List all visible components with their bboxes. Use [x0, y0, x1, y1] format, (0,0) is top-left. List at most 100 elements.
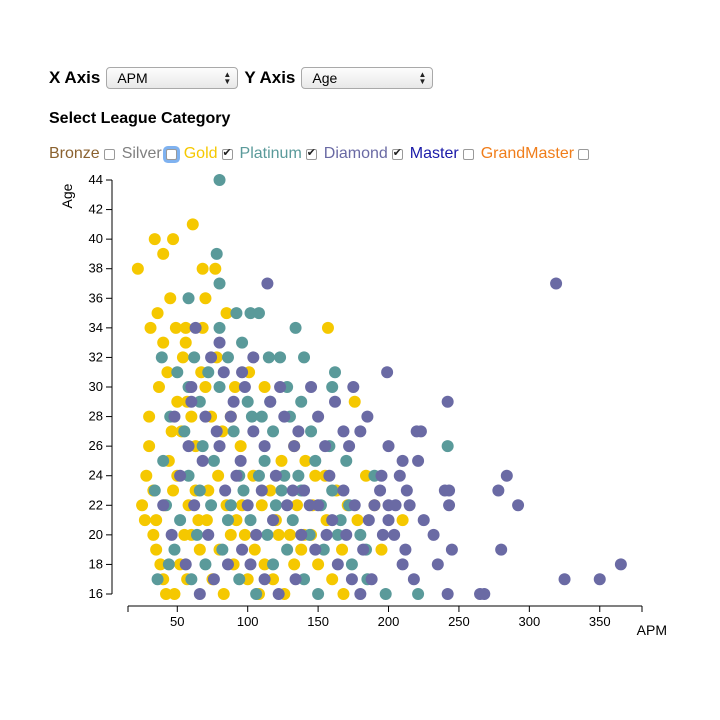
point-gold-92 — [312, 558, 325, 571]
y-tick-label-24: 24 — [89, 468, 103, 483]
point-diamond-17 — [361, 410, 374, 423]
point-gold-105 — [272, 528, 285, 541]
legend-item-platinum: Platinum — [240, 145, 317, 163]
point-gold-100 — [200, 514, 213, 527]
y-tick-label-40: 40 — [89, 231, 103, 246]
point-gold-10 — [144, 321, 157, 334]
point-diamond-40 — [389, 499, 402, 512]
y-axis-select[interactable]: Age ▲ ▼ — [301, 67, 434, 89]
point-platinum-52 — [185, 573, 198, 586]
point-platinum-80 — [309, 454, 322, 467]
point-gold-28 — [136, 499, 149, 512]
x-axis-select[interactable]: APM ▲ ▼ — [106, 67, 239, 89]
point-gold-16 — [157, 336, 170, 349]
league-legend: Bronze Silver Gold Platinum Diamond Master Gra… — [49, 145, 596, 163]
point-platinum-57 — [267, 558, 280, 571]
point-diamond-102 — [168, 410, 181, 423]
point-diamond-70 — [179, 558, 192, 571]
point-diamond-2 — [189, 321, 202, 334]
point-diamond-62 — [298, 484, 311, 497]
point-diamond-53 — [478, 588, 491, 600]
point-platinum-46 — [317, 543, 330, 556]
point-platinum-88 — [255, 410, 268, 423]
point-diamond-25 — [288, 440, 301, 453]
legend-checkbox-master[interactable] — [462, 148, 474, 160]
point-platinum-39 — [205, 499, 218, 512]
point-gold-77 — [171, 395, 184, 408]
legend-checkbox-diamond[interactable] — [391, 146, 403, 160]
legend-checkbox-silver[interactable] — [165, 148, 177, 160]
point-gold-104 — [255, 499, 268, 512]
point-diamond-84 — [331, 558, 344, 571]
point-platinum-71 — [168, 543, 181, 556]
y-tick-label-44: 44 — [89, 172, 103, 187]
x-tick-label-150: 150 — [307, 614, 329, 629]
point-platinum-35 — [148, 484, 161, 497]
point-gold-14 — [220, 307, 233, 320]
point-platinum-27 — [245, 410, 258, 423]
point-gold-17 — [176, 351, 189, 364]
y-tick-label-38: 38 — [89, 261, 103, 276]
y-tick-label-20: 20 — [89, 527, 103, 542]
point-diamond-100 — [182, 440, 195, 453]
point-diamond-69 — [193, 588, 206, 600]
point-gold-12 — [179, 321, 192, 334]
point-gold-4 — [186, 218, 199, 231]
y-tick-label-34: 34 — [89, 320, 103, 335]
point-diamond-9 — [381, 366, 394, 379]
point-diamond-72 — [157, 499, 170, 512]
legend-checkbox-platinum[interactable] — [305, 146, 317, 160]
point-diamond-64 — [267, 514, 280, 527]
point-gold-49 — [288, 558, 301, 571]
point-gold-5 — [196, 262, 209, 275]
point-diamond-86 — [354, 588, 367, 600]
point-platinum-78 — [275, 484, 288, 497]
point-diamond-49 — [558, 573, 571, 586]
legend-label-master: Master — [409, 145, 459, 162]
point-platinum-54 — [216, 543, 229, 556]
point-diamond-3 — [205, 351, 218, 364]
point-platinum-42 — [252, 469, 265, 482]
point-platinum-1 — [210, 247, 223, 260]
axis-controls: X Axis APM ▲ ▼ Y Axis Age ▲ ▼ — [49, 67, 439, 89]
legend-checkbox-gold[interactable] — [221, 146, 233, 160]
legend-checkbox-grandmaster[interactable] — [578, 148, 590, 160]
point-gold-44 — [238, 528, 251, 541]
point-gold-97 — [167, 484, 180, 497]
point-platinum-17 — [213, 381, 226, 393]
point-diamond-83 — [320, 528, 333, 541]
point-diamond-75 — [202, 528, 215, 541]
point-gold-71 — [275, 454, 288, 467]
point-gold-75 — [152, 381, 165, 393]
point-gold-58 — [375, 543, 388, 556]
legend-label-bronze: Bronze — [49, 145, 100, 162]
point-platinum-8 — [155, 351, 168, 364]
point-platinum-74 — [193, 484, 206, 497]
y-tick-label-28: 28 — [89, 409, 103, 424]
point-platinum-34 — [441, 440, 454, 453]
point-gold-91 — [295, 543, 308, 556]
point-gold-79 — [199, 381, 212, 393]
point-diamond-4 — [217, 366, 230, 379]
point-diamond-38 — [443, 499, 456, 512]
point-diamond-63 — [281, 499, 294, 512]
point-diamond-11 — [199, 410, 212, 423]
point-diamond-48 — [614, 558, 627, 571]
point-platinum-2 — [213, 277, 226, 290]
legend-checkbox-bronze[interactable] — [103, 148, 115, 160]
point-platinum-58 — [281, 543, 294, 556]
point-platinum-55 — [233, 573, 246, 586]
point-gold-70 — [264, 484, 277, 497]
point-platinum-70 — [354, 528, 367, 541]
legend-label-grandmaster: GrandMaster — [480, 145, 575, 162]
point-platinum-38 — [191, 528, 204, 541]
point-diamond-42 — [417, 514, 430, 527]
point-diamond-74 — [188, 499, 201, 512]
y-tick-label-32: 32 — [89, 349, 103, 364]
point-gold-27 — [140, 469, 153, 482]
point-diamond-107 — [292, 425, 305, 438]
point-diamond-37 — [512, 499, 525, 512]
point-platinum-40 — [221, 514, 234, 527]
point-diamond-90 — [244, 558, 257, 571]
point-diamond-81 — [286, 484, 299, 497]
